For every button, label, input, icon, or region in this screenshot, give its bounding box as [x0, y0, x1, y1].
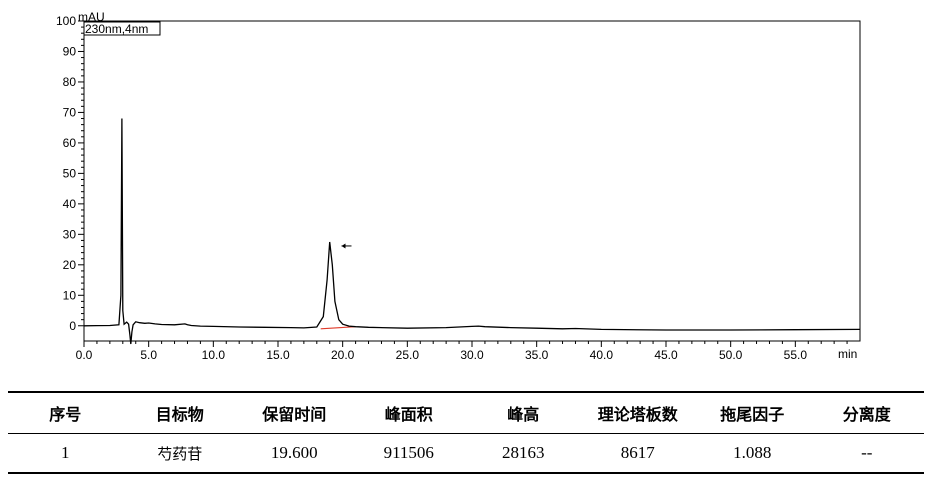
header-cell: 序号 [8, 391, 123, 434]
peak-marker [341, 243, 352, 249]
table-row: 1 芍药苷 19.600 911506 28163 8617 1.088 -- [8, 433, 924, 474]
table-cell: 芍药苷 [122, 433, 237, 474]
y-tick-label: 60 [63, 136, 77, 150]
chromatogram-trace [83, 118, 861, 345]
x-unit-label: min [838, 347, 857, 361]
table-cell: 28163 [466, 433, 581, 474]
y-unit-label: mAU [78, 10, 105, 24]
y-tick-label: 30 [63, 227, 77, 241]
x-axis: 0.0 5.0 10.0 15.0 20.0 25.0 30.0 35.0 40.0 45.0 50… [76, 341, 848, 362]
chromatogram-chart: 0 10 20 30 40 50 60 70 80 90 100 0.0 5.0 10.0 15.0 20.… [56, 10, 861, 362]
y-tick-label: 10 [63, 288, 77, 302]
header-cell: 目标物 [122, 391, 237, 434]
table-cell: 1.088 [695, 433, 810, 474]
x-tick-label: 15.0 [266, 348, 290, 362]
header-cell: 保留时间 [237, 391, 352, 434]
table-cell: -- [809, 433, 924, 474]
y-tick-label: 90 [63, 44, 77, 58]
x-tick-label: 50.0 [719, 348, 743, 362]
table-cell: 8617 [580, 433, 695, 474]
x-tick-label: 55.0 [784, 348, 808, 362]
y-tick-label: 40 [63, 197, 77, 211]
y-tick-label: 20 [63, 258, 77, 272]
x-tick-label: 45.0 [654, 348, 678, 362]
x-tick-label: 5.0 [140, 348, 157, 362]
table-cell: 19.600 [237, 433, 352, 474]
header-cell: 理论塔板数 [580, 391, 695, 434]
integration-baseline [320, 326, 356, 330]
x-tick-label: 35.0 [525, 348, 549, 362]
y-tick-label: 100 [56, 14, 76, 28]
header-cell: 拖尾因子 [695, 391, 810, 434]
table-cell: 911506 [351, 433, 466, 474]
x-tick-label: 10.0 [202, 348, 226, 362]
channel-label: 230nm,4nm [85, 22, 148, 36]
x-tick-label: 20.0 [331, 348, 355, 362]
header-cell: 峰面积 [351, 391, 466, 434]
x-tick-label: 40.0 [590, 348, 614, 362]
x-tick-label: 0.0 [76, 348, 93, 362]
peak-marker-arrowhead [341, 243, 346, 249]
y-tick-label: 50 [63, 166, 77, 180]
channel-label-box [83, 21, 161, 36]
x-tick-label: 25.0 [396, 348, 420, 362]
y-tick-label: 70 [63, 105, 77, 119]
header-cell: 峰高 [466, 391, 581, 434]
plot-frame [83, 20, 861, 342]
y-axis: 0 10 20 30 40 50 60 70 80 90 100 [56, 14, 84, 333]
y-tick-label: 0 [69, 319, 76, 333]
results-table: 序号 目标物 保留时间 峰面积 峰高 理论塔板数 拖尾因子 分离度 1 芍药苷 … [8, 391, 924, 474]
x-tick-label: 30.0 [460, 348, 484, 362]
y-tick-label: 80 [63, 75, 77, 89]
header-cell: 分离度 [809, 391, 924, 434]
table-cell: 1 [8, 433, 123, 474]
table-header-row: 序号 目标物 保留时间 峰面积 峰高 理论塔板数 拖尾因子 分离度 [8, 391, 924, 434]
